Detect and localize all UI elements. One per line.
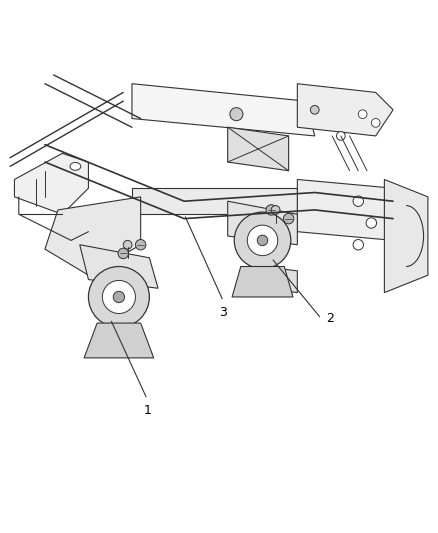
Polygon shape xyxy=(297,84,393,136)
Text: 2: 2 xyxy=(325,312,333,325)
Circle shape xyxy=(247,225,278,256)
Circle shape xyxy=(311,106,319,114)
Circle shape xyxy=(336,132,345,140)
Circle shape xyxy=(135,239,146,250)
Circle shape xyxy=(118,248,128,259)
Text: 1: 1 xyxy=(143,403,151,417)
Polygon shape xyxy=(385,180,428,293)
Circle shape xyxy=(271,206,280,214)
Polygon shape xyxy=(297,180,415,240)
Circle shape xyxy=(353,196,364,206)
Polygon shape xyxy=(228,127,289,171)
Circle shape xyxy=(230,108,243,120)
Circle shape xyxy=(353,239,364,250)
Circle shape xyxy=(113,292,124,303)
Circle shape xyxy=(123,240,132,249)
Polygon shape xyxy=(232,266,293,297)
Polygon shape xyxy=(262,266,297,293)
Circle shape xyxy=(371,118,380,127)
Polygon shape xyxy=(228,201,297,245)
Circle shape xyxy=(102,280,135,313)
Polygon shape xyxy=(84,323,154,358)
Circle shape xyxy=(266,205,276,215)
Polygon shape xyxy=(132,188,297,214)
Circle shape xyxy=(234,212,291,269)
Ellipse shape xyxy=(70,163,81,171)
Circle shape xyxy=(358,110,367,118)
Circle shape xyxy=(257,235,268,246)
Circle shape xyxy=(88,266,149,327)
Polygon shape xyxy=(132,84,315,136)
Polygon shape xyxy=(45,197,141,275)
Text: 3: 3 xyxy=(219,305,227,319)
Polygon shape xyxy=(80,245,158,288)
Polygon shape xyxy=(14,154,88,214)
Circle shape xyxy=(283,213,294,224)
Circle shape xyxy=(366,218,377,228)
